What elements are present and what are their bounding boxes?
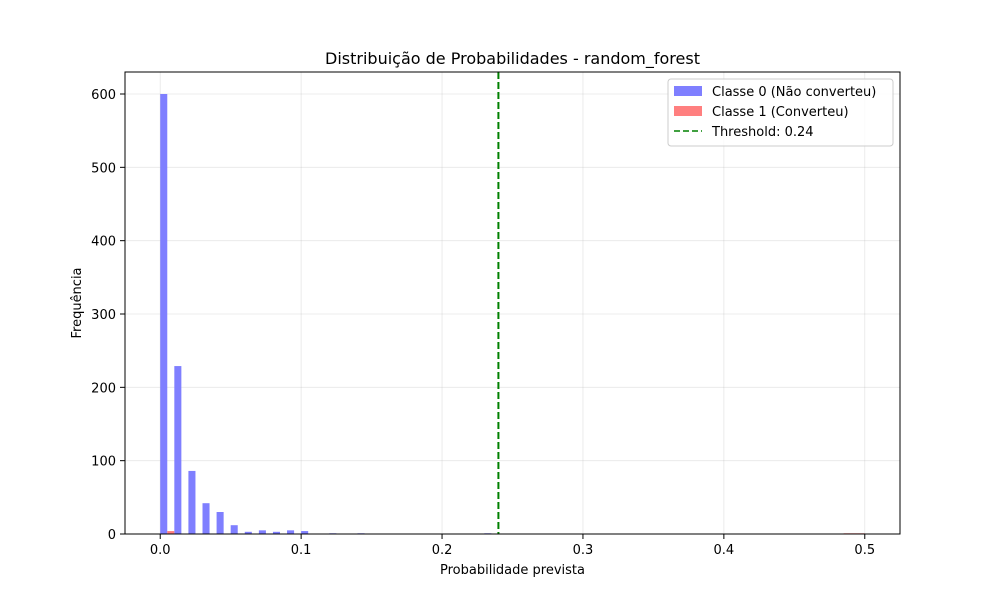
bar-series-0 — [301, 531, 309, 534]
bar-series-0 — [160, 94, 168, 534]
x-axis-title: Probabilidade prevista — [440, 563, 585, 578]
legend-swatch-class-0 — [674, 86, 702, 96]
x-tick-label: 0.1 — [291, 543, 312, 558]
legend-box — [667, 78, 894, 147]
legend-swatch-class-1 — [674, 106, 702, 116]
bar-series-0 — [230, 525, 238, 534]
plot-frame — [124, 71, 901, 535]
y-tick-label: 400 — [91, 235, 116, 250]
bar-series-0 — [174, 366, 182, 534]
y-tick-label: 300 — [91, 308, 116, 323]
x-tick-label: 0.3 — [573, 543, 594, 558]
legend-label-class-1: Classe 1 (Converteu) — [712, 105, 849, 120]
legend: Classe 0 (Não converteu) Classe 1 (Conve… — [667, 78, 894, 147]
bar-series-0 — [202, 503, 210, 534]
y-tick-label: 100 — [91, 455, 116, 470]
x-tick-label: 0.5 — [854, 543, 875, 558]
x-tick-label: 0.4 — [714, 543, 735, 558]
bar-series-0 — [258, 530, 266, 534]
bar-series-1 — [167, 531, 175, 534]
y-axis-title: Frequência — [70, 267, 85, 338]
y-tick-label: 500 — [91, 161, 116, 176]
x-tick-label: 0.2 — [432, 543, 453, 558]
y-tick-label: 600 — [91, 88, 116, 103]
y-axis-ticks: 0 100 200 300 400 500 600 — [91, 88, 125, 543]
bar-series-0 — [244, 531, 252, 534]
bar-series-0 — [272, 531, 280, 534]
x-tick-label: 0.0 — [150, 543, 171, 558]
legend-label-class-0: Classe 0 (Não converteu) — [712, 85, 876, 100]
bar-series-0 — [216, 512, 224, 534]
bar-series-0 — [188, 470, 196, 534]
bar-series-0 — [287, 530, 295, 534]
chart-title: Distribuição de Probabilidades - random_… — [325, 49, 700, 69]
y-tick-label: 200 — [91, 381, 116, 396]
legend-label-threshold: Threshold: 0.24 — [711, 125, 814, 140]
y-tick-label: 0 — [108, 528, 116, 543]
x-axis-ticks: 0.0 0.1 0.2 0.3 0.4 0.5 — [150, 534, 875, 558]
